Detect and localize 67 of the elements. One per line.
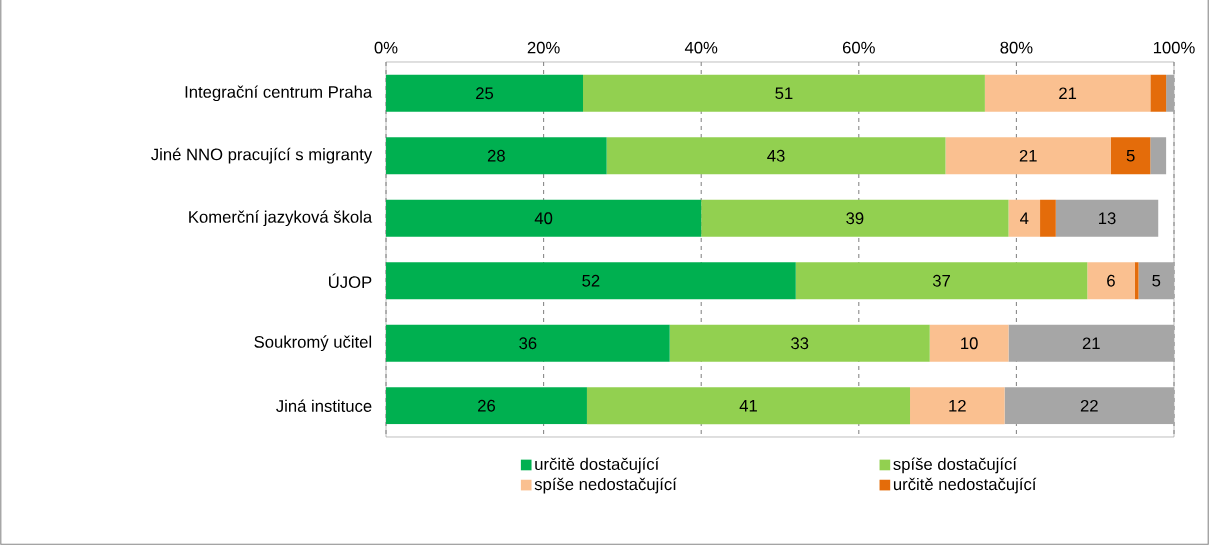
data-label: 5	[1152, 274, 1161, 287]
bar	[701, 199, 1009, 237]
data-label: 10	[961, 337, 978, 350]
bar	[795, 262, 1088, 300]
y-tick-label: Jiná instituce	[276, 399, 372, 412]
bar	[386, 387, 587, 425]
data-label: 21	[1059, 87, 1077, 100]
bar	[1055, 199, 1159, 237]
bar	[606, 137, 946, 175]
x-tick-label: 0%	[374, 41, 398, 54]
data-label: 21	[1019, 149, 1037, 162]
data-label: 25	[476, 87, 494, 100]
bar	[1110, 137, 1151, 175]
y-tick-label: Soukromý učitel	[254, 335, 372, 352]
bar	[386, 137, 607, 175]
data-label: 28	[487, 149, 505, 162]
y-tick-label: ÚJOP	[329, 273, 372, 289]
bar	[1008, 324, 1174, 362]
bar	[1087, 262, 1135, 300]
legend-label: spíše dostačující	[893, 457, 1017, 474]
bar	[586, 387, 911, 425]
data-label: 39	[846, 212, 864, 225]
bar	[910, 387, 1005, 425]
data-label: 51	[775, 87, 793, 100]
bar	[386, 262, 796, 300]
bar	[1150, 137, 1167, 175]
bar	[669, 324, 930, 362]
y-tick-label: Jiné NNO pracující s migranty	[151, 147, 373, 164]
bar	[1040, 199, 1056, 237]
data-label: 12	[949, 399, 966, 412]
data-label: 40	[534, 212, 553, 225]
data-label: 5	[1126, 149, 1135, 162]
bar	[984, 74, 1151, 112]
legend-label: určitě dostačující	[535, 457, 660, 474]
x-tick-label: 60%	[842, 41, 875, 54]
bar	[1166, 74, 1174, 112]
x-tick-label: 80%	[1000, 41, 1033, 54]
bar	[386, 199, 702, 237]
data-label: 13	[1099, 212, 1116, 225]
bar	[386, 324, 670, 362]
data-label: 26	[478, 399, 496, 412]
bar	[386, 74, 584, 112]
data-label: 21	[1082, 337, 1100, 350]
legend-label: spíše nedostačující	[534, 477, 677, 494]
legend-label: určitě nedostačující	[893, 477, 1037, 494]
data-label: 33	[791, 337, 809, 350]
x-tick-label: 40%	[684, 41, 718, 54]
bar	[945, 137, 1111, 175]
data-label: 4	[1020, 212, 1029, 224]
data-label: 36	[519, 337, 537, 350]
bar	[1138, 262, 1174, 300]
data-label: 37	[932, 274, 950, 287]
data-label: 52	[582, 274, 600, 287]
data-label: 43	[767, 149, 785, 162]
bar	[929, 324, 1009, 362]
x-tick-label: 100%	[1153, 41, 1195, 54]
data-label: 6	[1107, 274, 1115, 287]
y-tick-label: Integrační centrum Praha	[185, 85, 373, 102]
bar	[1004, 387, 1174, 425]
bar	[583, 74, 985, 112]
bar	[1134, 262, 1139, 300]
data-label: 41	[739, 400, 757, 412]
data-label: 22	[1080, 399, 1098, 412]
x-tick-label: 20%	[527, 41, 560, 54]
y-tick-label: Komerční jazyková škola	[189, 210, 373, 227]
bar	[1150, 74, 1167, 112]
bar	[1008, 199, 1041, 237]
